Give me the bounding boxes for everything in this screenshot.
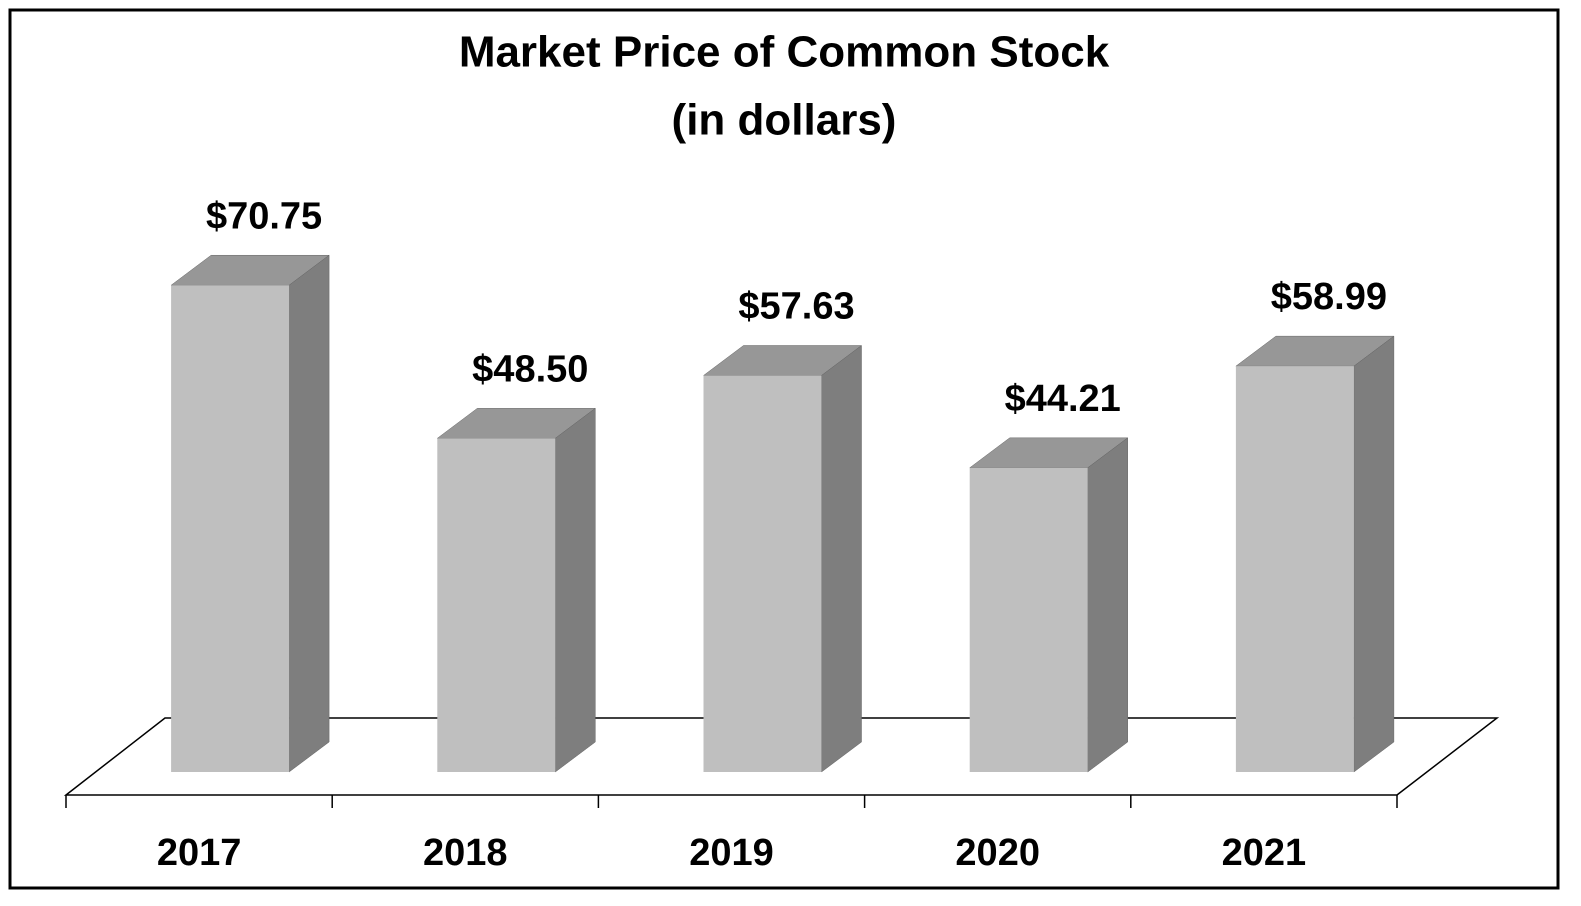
data-label: $70.75 — [206, 195, 322, 237]
data-label: $58.99 — [1271, 276, 1387, 318]
x-tick-label: 2017 — [157, 832, 242, 874]
bar — [969, 467, 1088, 772]
bar-side — [288, 254, 330, 773]
x-tick-label: 2018 — [423, 832, 508, 874]
x-tick-label: 2019 — [689, 832, 774, 874]
bar-side — [555, 407, 596, 773]
x-tick-label: 2021 — [1222, 832, 1307, 874]
bar-side — [1353, 335, 1395, 773]
bar — [171, 285, 290, 772]
bar-side — [821, 345, 862, 773]
bar — [703, 375, 822, 772]
data-label: $44.21 — [1005, 378, 1121, 420]
bar-side — [1087, 437, 1128, 773]
data-label: $48.50 — [472, 348, 588, 390]
data-label: $57.63 — [738, 286, 854, 328]
chart-subtitle: (in dollars) — [672, 96, 897, 145]
bar — [1235, 366, 1354, 772]
chart-title: Market Price of Common Stock — [459, 28, 1110, 77]
x-tick-label: 2020 — [955, 832, 1040, 874]
bar — [437, 438, 556, 772]
floor — [63, 717, 1500, 796]
